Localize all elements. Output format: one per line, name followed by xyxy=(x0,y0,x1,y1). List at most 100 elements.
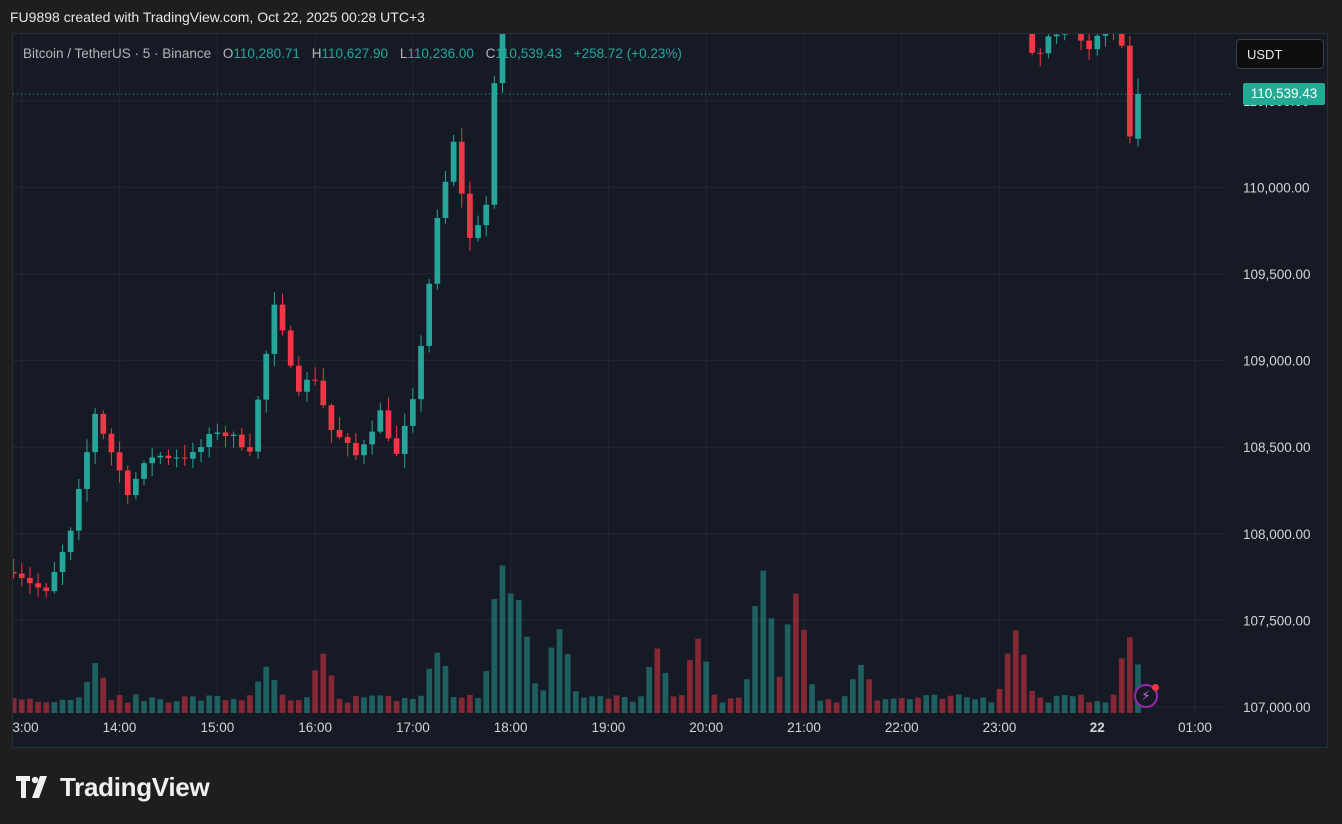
x-tick-label: 19:00 xyxy=(592,720,626,735)
volume-bar xyxy=(1094,701,1101,713)
candle-body xyxy=(1127,45,1133,137)
candle-body xyxy=(271,304,278,354)
volume-bar xyxy=(263,666,270,713)
candle-body xyxy=(13,571,17,574)
candle-body xyxy=(467,193,473,238)
volume-bar xyxy=(222,700,229,713)
volume-bar xyxy=(328,675,335,713)
volume-bar xyxy=(1029,690,1035,713)
volume-bar xyxy=(133,694,139,713)
candle-body xyxy=(100,413,107,434)
symbol-label[interactable]: Bitcoin / TetherUS · 5 · Binance xyxy=(23,46,212,61)
volume-bar xyxy=(18,699,25,713)
candle-body xyxy=(1078,34,1084,41)
candle-body xyxy=(352,443,359,456)
volume-bar xyxy=(442,665,449,713)
candle-body xyxy=(35,583,41,588)
candle-body xyxy=(173,457,180,459)
candle-body xyxy=(206,433,213,448)
volume-bar xyxy=(116,695,123,713)
volume-bar xyxy=(833,702,840,713)
volume-bar xyxy=(654,648,661,713)
volume-bar xyxy=(515,600,522,713)
volume-bar xyxy=(271,680,278,713)
volume-bar xyxy=(589,696,595,713)
volume-bar xyxy=(181,696,188,713)
candle-body xyxy=(385,410,392,439)
candle-body xyxy=(124,470,131,496)
x-tick-label: 20:00 xyxy=(689,720,723,735)
volume-bar xyxy=(206,695,213,713)
volume-bar xyxy=(972,699,978,713)
volume-bar xyxy=(344,702,351,713)
volume-bar xyxy=(874,700,881,713)
candle-body xyxy=(133,478,139,496)
low-value: 110,236.00 xyxy=(407,46,474,61)
chart-panel[interactable]: 107,000.00 107,500.00 108,000.00 108,500.00… xyxy=(12,33,1328,748)
volume-bar xyxy=(955,694,962,713)
volume-bar xyxy=(776,676,783,713)
volume-bar xyxy=(27,698,33,713)
candle-body xyxy=(1053,34,1060,37)
volume-bar xyxy=(719,702,726,713)
open-key: O xyxy=(222,46,234,61)
candle-body xyxy=(304,379,310,392)
currency-button[interactable]: USDT xyxy=(1236,39,1324,69)
volume-bar xyxy=(75,697,82,713)
volume-bar xyxy=(711,694,718,713)
candle-body xyxy=(27,577,33,584)
candle-body xyxy=(1094,35,1101,50)
volume-bar xyxy=(426,668,433,713)
candlestick-chart[interactable]: 107,000.00 107,500.00 108,000.00 108,500.00… xyxy=(13,34,1327,747)
candle-body xyxy=(59,552,66,573)
candle-body xyxy=(320,380,327,406)
candle-body xyxy=(141,463,147,479)
volume-bar xyxy=(1061,695,1068,713)
candle-body xyxy=(434,218,441,284)
volume-bar xyxy=(1127,637,1133,713)
candle-body xyxy=(279,304,286,331)
candle-body xyxy=(238,434,245,448)
volume-bar xyxy=(124,702,131,713)
candle-body xyxy=(181,457,188,459)
volume-bar xyxy=(564,654,571,713)
last-price-tag: 110,539.43 xyxy=(1243,82,1325,105)
volume-bar xyxy=(100,677,107,713)
volume-bar xyxy=(401,698,408,713)
candle-body xyxy=(43,587,50,592)
chart-caption: FU9898 created with TradingView.com, Oct… xyxy=(10,9,425,25)
candle-body xyxy=(401,425,408,454)
volume-bar xyxy=(59,699,66,713)
volume-bar xyxy=(850,679,856,713)
candle-body xyxy=(450,141,457,182)
candle-body xyxy=(295,365,302,392)
candle-body xyxy=(1061,34,1068,35)
volume-bar xyxy=(939,698,946,713)
volume-bar xyxy=(255,681,261,713)
volume-bar xyxy=(1021,654,1027,713)
volume-bar xyxy=(931,694,938,713)
candle-body xyxy=(165,455,172,459)
volume-bar xyxy=(670,696,677,713)
candle-body xyxy=(255,399,261,452)
volume-bar xyxy=(597,696,604,713)
volume-bar xyxy=(841,696,848,713)
volume-bar xyxy=(173,701,180,713)
candle-body xyxy=(377,410,384,432)
volume-bar xyxy=(336,698,343,713)
volume-bar xyxy=(393,701,400,713)
volume-bar xyxy=(703,661,710,713)
y-tick-label: 107,000.00 xyxy=(1243,700,1311,715)
volume-bar xyxy=(1012,630,1019,713)
volume-bar xyxy=(295,700,302,713)
volume-bar xyxy=(964,697,970,713)
volume-bar xyxy=(450,697,457,713)
close-value: 110,539.43 xyxy=(495,46,562,61)
x-tick-label: 16:00 xyxy=(298,720,332,735)
volume-bar xyxy=(898,698,905,713)
volume-bar xyxy=(760,570,767,713)
brand: TradingView xyxy=(16,771,210,803)
candle-body xyxy=(1045,36,1052,54)
candle-body xyxy=(75,488,82,531)
y-tick-label: 108,500.00 xyxy=(1243,440,1311,455)
